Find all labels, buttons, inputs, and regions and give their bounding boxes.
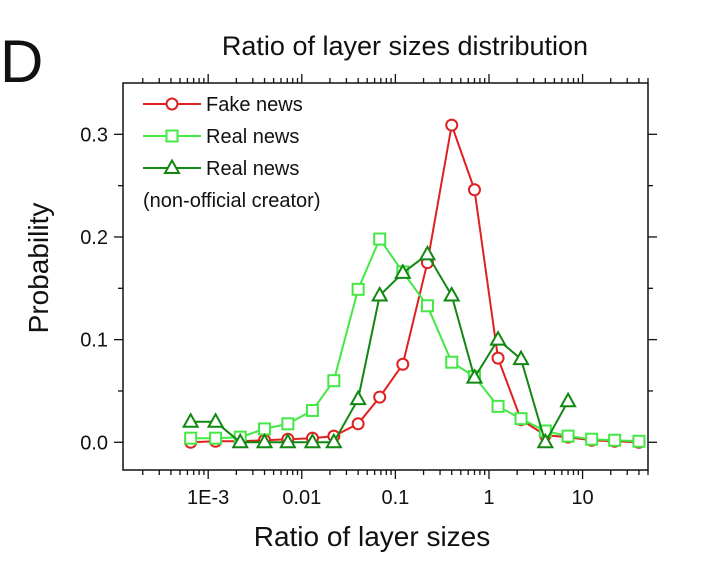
data-point: [445, 118, 459, 132]
x-tick-label: 10: [571, 487, 593, 509]
plot-frame: [122, 82, 649, 471]
data-point: [181, 412, 200, 428]
data-point: [373, 390, 387, 404]
data-point: [305, 403, 319, 417]
data-point: [585, 432, 599, 446]
legend: Fake news Real news Real news (non-officia…: [143, 94, 320, 212]
legend-marker: [163, 158, 181, 174]
legend-marker: [165, 97, 179, 111]
data-point: [351, 282, 365, 296]
data-point: [491, 351, 505, 365]
data-point: [231, 432, 249, 449]
legend-label: Fake news: [206, 94, 303, 116]
data-point: [561, 429, 575, 443]
legend-label: Real news: [206, 126, 299, 148]
panel-label: D: [0, 28, 43, 95]
data-point: [327, 374, 341, 388]
y-tick-label: 0.3: [80, 124, 108, 146]
chart-title: Ratio of layer sizes distribution: [222, 31, 588, 61]
data-point: [370, 285, 389, 302]
data-point: [489, 330, 507, 346]
x-tick-label: 0.01: [282, 487, 321, 509]
data-point: [514, 412, 528, 426]
data-point: [445, 355, 459, 369]
legend-entry: Real news: [143, 126, 299, 148]
data-point: [394, 263, 412, 279]
data-point: [536, 432, 555, 449]
x-axis-label: Ratio of layer sizes: [254, 521, 491, 552]
data-point: [281, 417, 295, 431]
x-tick-label: 1: [483, 487, 494, 509]
x-tick-label: 1E-3: [187, 487, 229, 509]
x-tick-label: 0.1: [381, 487, 409, 509]
data-point: [491, 399, 505, 413]
y-axis-label: Probability: [23, 203, 54, 334]
legend-entry: Fake news: [143, 94, 303, 116]
data-point: [184, 431, 198, 445]
data-point: [467, 183, 481, 197]
data-point: [303, 432, 322, 449]
legend-marker: [165, 129, 179, 143]
series-triangle: [181, 244, 577, 449]
legend-label: Real news: [206, 158, 299, 180]
data-point: [443, 285, 461, 302]
data-point: [632, 434, 646, 448]
legend-note: (non-official creator): [143, 190, 320, 212]
y-tick-label: 0.0: [80, 432, 108, 454]
data-point: [420, 299, 434, 313]
data-point: [559, 391, 577, 408]
data-point: [325, 432, 343, 449]
data-point: [255, 432, 274, 449]
series-layer: [181, 118, 646, 449]
data-point: [396, 357, 410, 371]
series-square: [184, 232, 646, 448]
legend-entry: Real news: [143, 158, 299, 180]
data-point: [465, 368, 484, 384]
y-ticks: 0.0 0.1 0.2 0.3: [80, 124, 657, 454]
y-tick-label: 0.2: [80, 227, 108, 249]
data-point: [209, 431, 223, 445]
data-point: [512, 349, 530, 366]
data-point: [206, 412, 225, 428]
data-point: [351, 417, 365, 431]
data-point: [608, 433, 622, 447]
data-point: [418, 244, 437, 261]
x-ticks: 1E-3 0.01 0.1 1 10: [142, 74, 649, 509]
data-point: [349, 389, 367, 406]
series-line: [190, 236, 639, 443]
y-tick-label: 0.1: [80, 330, 108, 352]
data-point: [279, 432, 297, 449]
data-point: [373, 232, 387, 246]
